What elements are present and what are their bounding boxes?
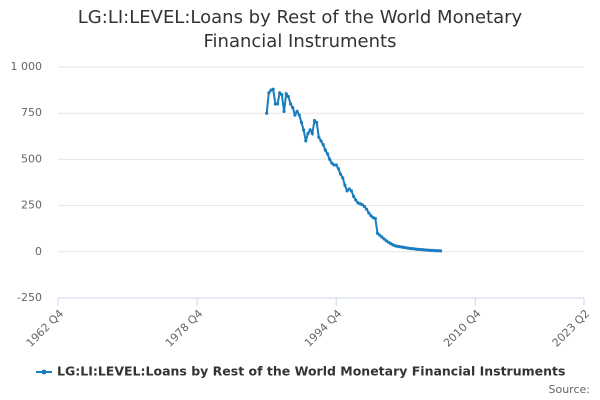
data-point [354, 198, 358, 202]
data-point [319, 139, 323, 143]
data-point [295, 109, 299, 113]
data-point [438, 249, 443, 253]
data-point [338, 172, 343, 176]
data-point [299, 120, 304, 125]
data-point [367, 211, 371, 215]
data-point [382, 237, 386, 241]
data-point [312, 118, 317, 123]
data-point [373, 216, 377, 221]
y-tick-label: 500 [21, 152, 42, 165]
data-point [282, 109, 286, 113]
chart-title: LG:LI:LEVEL:Loans by Rest of the World M… [77, 7, 523, 52]
data-point [284, 92, 288, 96]
source: Source: [549, 383, 591, 396]
data-point [323, 148, 327, 152]
data-point [349, 189, 354, 193]
data-point [336, 167, 340, 171]
data-point [286, 94, 290, 99]
data-point [330, 161, 334, 165]
data-point [310, 131, 314, 136]
data-point [380, 235, 384, 239]
x-tick-label: 1962 Q4 [24, 307, 67, 350]
data-point [375, 231, 380, 235]
legend-label: LG:LI:LEVEL:Loans by Rest of the World M… [57, 364, 565, 379]
data-point [369, 214, 373, 218]
data-point [360, 203, 364, 207]
data-point [293, 113, 297, 117]
data-point [271, 87, 275, 91]
legend-marker [41, 369, 47, 375]
data-point [317, 135, 321, 139]
y-tick-label: 250 [21, 199, 42, 212]
data-point [352, 194, 356, 198]
data-point [365, 207, 369, 211]
data-point [343, 183, 347, 187]
data-point [267, 91, 271, 95]
data-point [321, 143, 325, 147]
data-point [345, 189, 349, 193]
y-tick-label: -250 [17, 291, 42, 304]
data-point [341, 176, 345, 180]
data-point [275, 102, 280, 106]
y-tick-label: 750 [21, 106, 42, 119]
data-point [334, 163, 338, 167]
data-point [347, 187, 351, 191]
data-point [308, 128, 312, 132]
data-point [315, 120, 319, 125]
y-tick-label: 1 000 [11, 60, 43, 73]
data-point [297, 113, 301, 117]
data-point [288, 102, 293, 106]
data-point [325, 152, 330, 156]
data-point [328, 157, 332, 161]
data-point [291, 106, 295, 110]
data-point [280, 93, 284, 97]
y-tick-label: 0 [35, 245, 42, 258]
x-tick-label: 1978 Q4 [163, 307, 206, 350]
x-tick-label: 2023 Q2 [550, 307, 593, 350]
data-point [306, 131, 310, 136]
data-point [378, 233, 382, 237]
data-point [304, 139, 308, 143]
data-point [362, 204, 367, 209]
data-point [302, 128, 306, 132]
data-point [278, 91, 282, 95]
x-tick-label: 2010 Q4 [441, 307, 484, 350]
data-point [265, 111, 269, 115]
x-tick-label: 1994 Q4 [302, 307, 345, 350]
